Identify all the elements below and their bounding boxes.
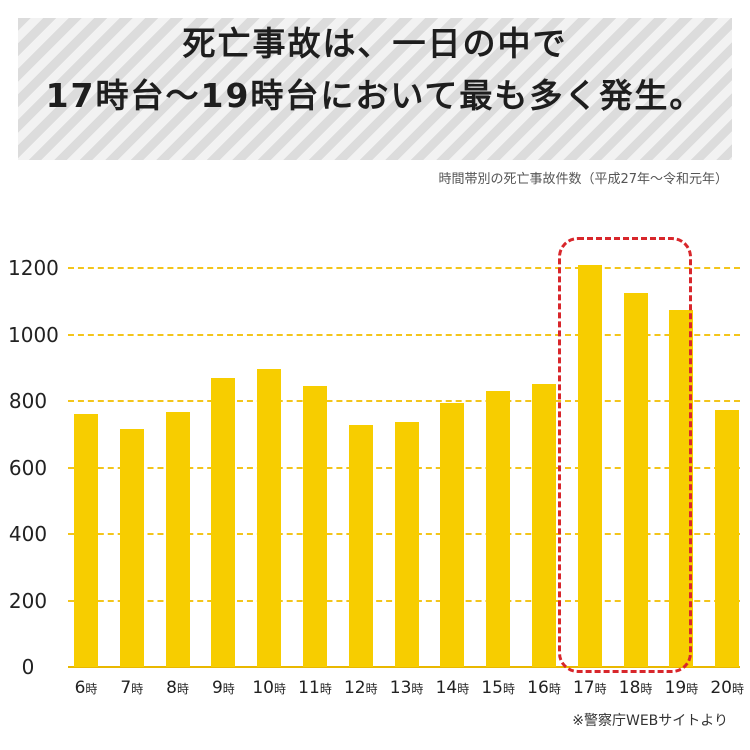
chart-subtitle: 時間帯別の死亡事故件数（平成27年～令和元年） — [438, 172, 728, 187]
x-tick-label: 6時 — [74, 678, 98, 698]
page-title: 死亡事故は、一日の中で 17時台～19時台において最も多く発生。 — [0, 18, 750, 122]
x-tick-label: 8時 — [166, 678, 190, 698]
bar-12時 — [348, 424, 373, 667]
bar-6時 — [74, 414, 98, 667]
y-tick-label: 1200 — [8, 256, 59, 280]
y-tick-label: 0 — [21, 655, 35, 679]
gridline — [68, 400, 740, 402]
bar-15時 — [486, 391, 511, 667]
highlight-box-17-19 — [558, 237, 692, 673]
x-tick-label: 15時 — [481, 678, 516, 698]
gridline — [68, 267, 740, 269]
x-tick-label: 11時 — [298, 678, 332, 698]
title-line-1: 死亡事故は、一日の中で — [182, 24, 568, 63]
bar-16時 — [532, 384, 556, 667]
x-tick-label: 18時 — [618, 678, 653, 698]
x-tick-label: 9時 — [211, 678, 235, 698]
bar-18時 — [623, 293, 648, 667]
x-tick-label: 14時 — [435, 678, 470, 698]
y-tick-label: 600 — [8, 455, 48, 480]
x-tick-label: 13時 — [389, 678, 424, 698]
bar-9時 — [211, 378, 236, 667]
x-tick-label: 12時 — [343, 678, 378, 698]
x-tick-label: 17時 — [572, 678, 607, 698]
source-note: ※警察庁WEBサイトより — [572, 713, 728, 729]
header-banner — [18, 18, 732, 160]
bar-14時 — [440, 402, 465, 667]
y-tick-label: 1000 — [8, 322, 59, 347]
x-tick-label: 7時 — [120, 678, 144, 698]
y-tick-label: 200 — [8, 588, 48, 613]
y-tick-label: 800 — [8, 389, 48, 413]
title-line-2: 17時台～19時台において最も多く発生。 — [45, 76, 705, 115]
x-tick-label: 20時 — [710, 678, 745, 698]
x-tick-label: 19時 — [664, 678, 699, 698]
bar-7時 — [119, 428, 144, 667]
bar-17時 — [577, 264, 602, 667]
bar-8時 — [165, 411, 190, 667]
bar-11時 — [303, 385, 327, 667]
gridline — [68, 333, 740, 336]
y-tick-label: 400 — [8, 522, 48, 546]
x-tick-label: 10時 — [252, 678, 287, 698]
x-axis-line — [68, 666, 740, 668]
bar-10時 — [257, 369, 282, 667]
bar-13時 — [394, 421, 419, 667]
x-tick-label: 16時 — [527, 678, 561, 698]
bar-20時 — [715, 409, 740, 667]
